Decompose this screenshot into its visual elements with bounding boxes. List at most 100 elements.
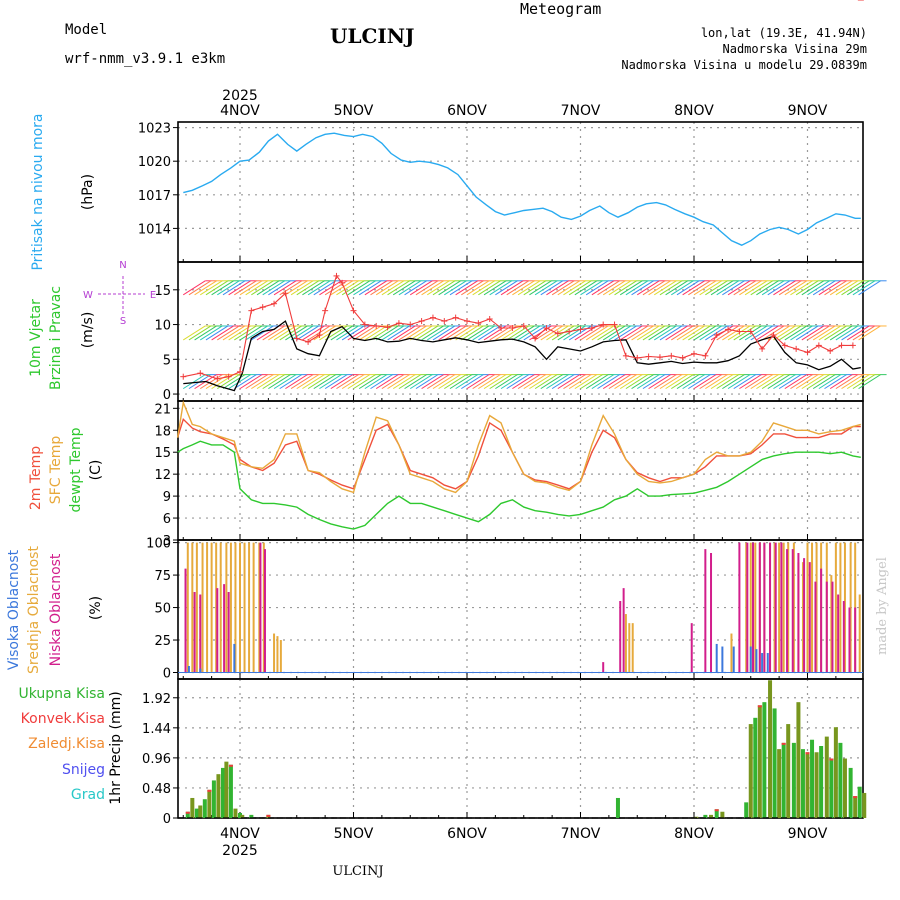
wind-barb	[421, 325, 444, 341]
pressure-label: Pritisak na nivou mora	[30, 113, 46, 270]
wind-barb	[449, 280, 473, 296]
y-tick-label: 10	[154, 319, 171, 334]
panel-frame-2	[177, 400, 864, 541]
wind-barb	[682, 325, 705, 341]
precip-bar	[224, 761, 229, 818]
wind-barb	[659, 325, 683, 341]
wind-barb	[427, 280, 450, 296]
wind-barb	[273, 374, 297, 390]
y-tick-label: 1.44	[142, 722, 171, 737]
dewpt-label: dewpt Temp	[68, 427, 84, 512]
wind-barb	[506, 374, 529, 390]
wind-barb	[756, 374, 779, 390]
precip-bar	[814, 752, 819, 818]
wind-barb	[710, 280, 734, 296]
wind-barb	[251, 280, 274, 296]
precip-bar	[233, 808, 238, 818]
wind-barb	[654, 374, 677, 390]
wind-barb	[262, 280, 285, 296]
wind-barb	[319, 280, 342, 296]
day-label-bottom: 5NOV	[334, 826, 374, 842]
wind-barb	[500, 374, 524, 390]
precip-bar	[848, 767, 853, 818]
wind-barb	[716, 325, 739, 341]
wind-barb	[739, 374, 762, 390]
wind-barb	[795, 280, 819, 296]
precip-bar	[777, 749, 782, 818]
precip-bar	[862, 792, 867, 818]
wind-barb	[756, 325, 779, 341]
wind-barb	[608, 374, 632, 390]
wind-barb	[614, 374, 637, 390]
wind-barb	[347, 325, 371, 341]
wind-barb	[829, 374, 853, 390]
wind-barb	[313, 325, 337, 341]
precip-conv-cap	[266, 814, 271, 817]
wind-barb	[699, 280, 722, 296]
wind-barb	[404, 374, 427, 390]
wind-barb	[818, 325, 842, 341]
wind-barb	[841, 280, 864, 296]
wind-barb	[608, 280, 632, 296]
wind-barb	[392, 280, 416, 296]
wind-barb	[705, 374, 728, 390]
precip-bar	[805, 752, 810, 818]
wind-barb	[290, 374, 314, 390]
wind-barb	[302, 374, 325, 390]
wind-barb	[790, 325, 813, 341]
cloud-units: (%)	[88, 596, 104, 620]
wind-barb	[733, 374, 756, 390]
wind-barb	[222, 325, 246, 341]
precip-bar	[216, 774, 221, 818]
wind-barb	[472, 280, 495, 296]
precip-legend-4: Grad	[71, 787, 105, 803]
wind-barb	[364, 280, 388, 296]
wind-barb	[200, 280, 223, 296]
precip-bar	[694, 816, 699, 818]
wind-barb	[461, 280, 484, 296]
wind-barb	[676, 280, 700, 296]
wind-barb	[194, 325, 217, 341]
model-altitude: Nadmorska Visina u modelu 29.0839m	[621, 58, 867, 72]
wind-barb	[551, 280, 575, 296]
wind-barb	[733, 325, 756, 341]
wind-barb	[517, 325, 541, 341]
station-title: ULCINJ	[330, 24, 415, 48]
wind-barb	[699, 374, 722, 390]
wind-barb	[370, 280, 393, 296]
wind-barb	[665, 325, 688, 341]
wind-barb	[852, 280, 876, 296]
wind-barb	[358, 374, 382, 390]
cloud-mid-label: Srednja Oblacnost	[26, 546, 42, 674]
wind-barb	[478, 280, 501, 296]
wind-barb	[636, 280, 660, 296]
wind-barb	[750, 374, 774, 390]
wind-barb	[296, 325, 320, 341]
wind-barb	[574, 280, 598, 296]
precip-bar	[781, 742, 786, 818]
wind-barb	[273, 325, 297, 341]
wind-barb	[716, 374, 739, 390]
wind-barb	[722, 280, 745, 296]
wind-barb	[307, 280, 331, 296]
wind-barb	[602, 325, 626, 341]
wind-barb	[756, 280, 779, 296]
wind-barb	[807, 280, 830, 296]
wind-barb	[671, 280, 694, 296]
wind-barb	[534, 325, 558, 341]
wind-barb	[341, 374, 365, 390]
precip-bar	[786, 724, 791, 818]
wind-barb	[256, 374, 280, 390]
wind-barb	[472, 374, 495, 390]
wind-barb	[432, 325, 456, 341]
precip-legend-1: Konvek.Kisa	[21, 711, 105, 727]
precip-conv-cap	[757, 705, 762, 708]
compass-w: W	[83, 290, 93, 301]
wind-barb	[239, 325, 263, 341]
sfc-label: SFC Temp	[48, 436, 64, 505]
wind-barb	[330, 374, 354, 390]
wind-barb	[654, 280, 677, 296]
wind-barb	[336, 374, 359, 390]
wind-barb	[693, 280, 717, 296]
